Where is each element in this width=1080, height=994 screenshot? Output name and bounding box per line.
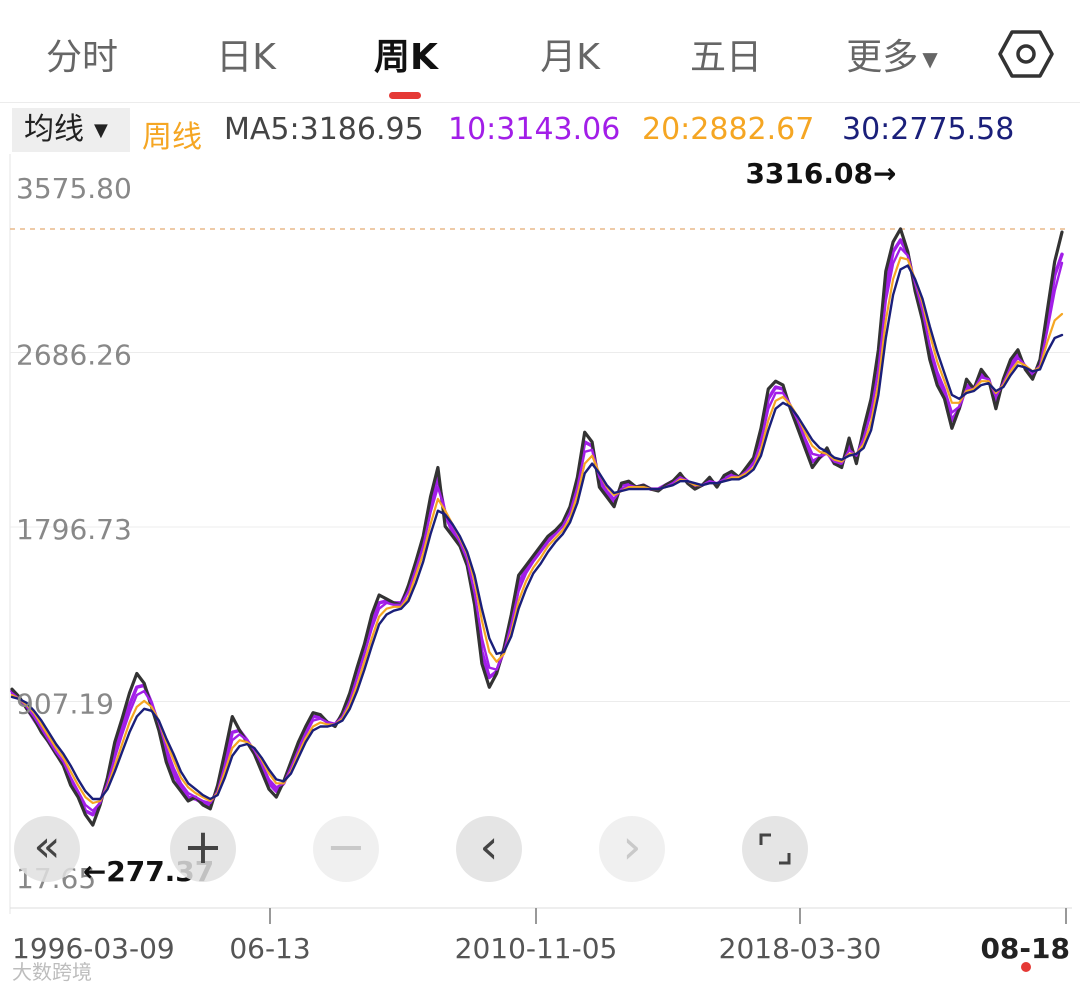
fast-back-icon: « (33, 821, 61, 872)
chart-labels: 3575.802686.261796.73907.1917.651996-03-… (12, 157, 1070, 965)
caret-down-icon: ▼ (94, 119, 108, 141)
watermark: 大数跨境 (12, 960, 92, 984)
chart-canvas[interactable]: 3575.802686.261796.73907.1917.651996-03-… (0, 154, 1080, 990)
chart-grid (9, 154, 1072, 924)
next-button[interactable]: › (599, 816, 665, 882)
legend-ma30: 30:2775.58 (842, 112, 1015, 147)
max-value-label: 3316.08→ (745, 157, 896, 190)
legend-ma10: 10:3143.06 (448, 112, 621, 147)
fast-back-button[interactable]: « (14, 816, 80, 882)
next-icon: › (622, 819, 642, 875)
legend-ma20: 20:2882.67 (642, 112, 815, 147)
tab-weekly-k[interactable]: 周K (374, 37, 438, 78)
y-tick-label: 907.19 (16, 687, 114, 720)
tab-more[interactable]: 更多 ▼ (836, 28, 948, 78)
hexagon-gear-icon (998, 30, 1054, 78)
prev-button[interactable]: ‹ (456, 816, 522, 882)
legend-period: 周线 (142, 120, 202, 155)
zoom-in-icon: + (182, 819, 224, 875)
x-tick-label: 1996-03-09 (12, 932, 175, 965)
settings-button[interactable] (998, 26, 1054, 82)
chart-series (10, 227, 1064, 827)
zoom-in-button[interactable]: + (170, 816, 236, 882)
tab-five-day[interactable]: 五日 (684, 28, 768, 78)
series-line-ma10 (10, 246, 1064, 812)
y-tick-label: 3575.80 (16, 172, 132, 205)
ma-selector-dropdown[interactable]: 均线 ▼ (12, 108, 130, 152)
ma-legend-row: 均线 ▼ 周线 MA5:3186.95 10:3143.06 20:2882.67… (0, 104, 1080, 155)
x-tick-label: 2018-03-30 (719, 932, 882, 965)
tab-five-day-label: 五日 (689, 37, 762, 78)
tab-intraday[interactable]: 分时 (45, 37, 118, 78)
weekly-k-chart[interactable]: 3575.802686.261796.73907.1917.651996-03-… (0, 154, 1080, 990)
x-tick-label: 2010-11-05 (455, 932, 618, 965)
fullscreen-icon (759, 833, 791, 865)
active-tab-indicator (389, 92, 421, 99)
series-line-ma20 (10, 256, 1064, 805)
zoom-out-button[interactable]: − (313, 816, 379, 882)
caret-down-icon: ▼ (922, 47, 938, 71)
x-tick-label: 08-18 (980, 932, 1070, 965)
period-tab-bar: 分时 日K 周K 月K 五日 更多 ▼ (0, 0, 1080, 103)
series-line-ma30 (10, 264, 1064, 801)
legend-ma5: MA5:3186.95 (224, 112, 424, 147)
zoom-out-icon: − (325, 819, 367, 875)
tab-daily-k[interactable]: 日K (216, 37, 276, 78)
page-indicator-dot (1021, 962, 1031, 972)
tab-monthly-k[interactable]: 月K (540, 37, 600, 78)
y-tick-label: 2686.26 (16, 339, 132, 372)
prev-icon: ‹ (479, 819, 499, 875)
x-tick-label: 06-13 (229, 932, 310, 965)
ma-selector-label: 均线 (24, 112, 84, 147)
fullscreen-button[interactable] (742, 816, 808, 882)
series-line-周线 (10, 227, 1064, 827)
tab-more-label: 更多 (846, 37, 919, 78)
y-tick-label: 1796.73 (16, 513, 132, 546)
